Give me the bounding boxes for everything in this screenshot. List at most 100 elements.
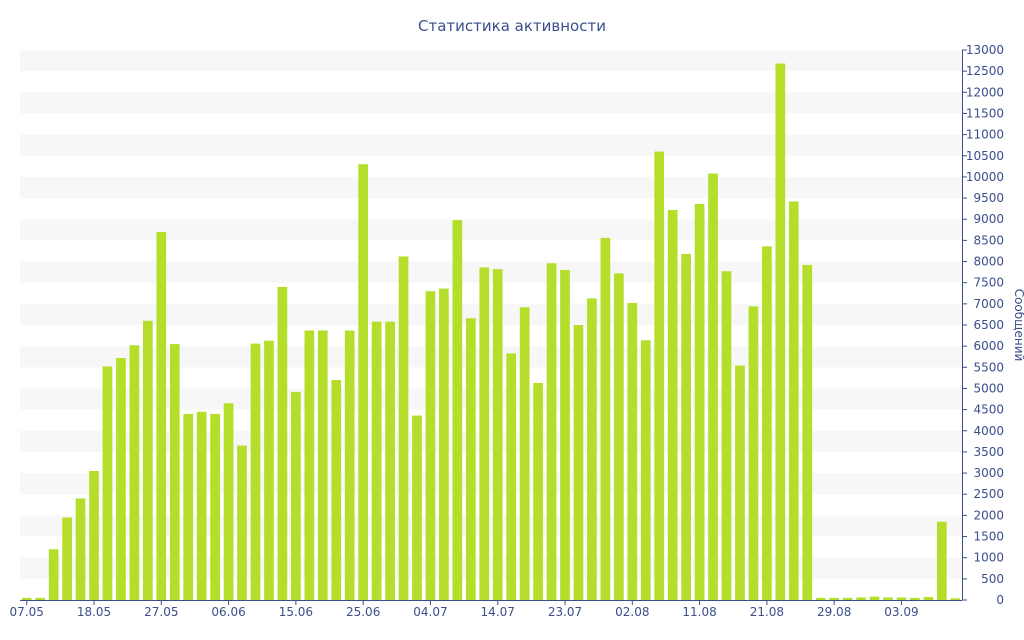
x-tick-label: 23.07 [548, 605, 582, 619]
x-tick-label: 02.08 [615, 605, 649, 619]
x-tick-label: 15.06 [279, 605, 313, 619]
bar [869, 596, 880, 600]
bar [600, 237, 611, 600]
bar [465, 318, 476, 600]
bar [479, 267, 490, 600]
bar [519, 307, 530, 600]
y-tick-label: 5000 [973, 381, 1004, 395]
bar [533, 382, 543, 600]
y-axis: 0 500 1000 1500 2000 2500 3000 3500 4000 4500 5000… [962, 43, 1004, 607]
bar [614, 273, 624, 600]
y-axis-title: Сообщений [1012, 289, 1024, 362]
y-tick-label: 500 [981, 572, 1004, 586]
grid-band [20, 92, 962, 114]
bar [842, 597, 853, 600]
y-tick-label: 3000 [973, 466, 1004, 480]
bar [640, 340, 651, 600]
bar [560, 270, 570, 600]
bar [506, 353, 517, 600]
y-tick-label: 8500 [973, 233, 1004, 247]
bar [587, 298, 597, 600]
y-tick-label: 10000 [966, 170, 1004, 184]
y-tick-label: 11500 [966, 106, 1004, 120]
bar [223, 403, 234, 600]
grid-band [20, 176, 962, 199]
bar [183, 413, 194, 600]
bar [802, 264, 813, 600]
bar [116, 358, 126, 600]
y-tick-label: 1500 [973, 530, 1004, 544]
bar [694, 204, 705, 600]
y-tick-label: 13000 [966, 43, 1004, 57]
y-tick-label: 4000 [973, 424, 1004, 438]
x-tick-label: 14.07 [481, 605, 515, 619]
bar [708, 173, 718, 601]
y-tick-label: 10500 [966, 149, 1004, 163]
y-tick-label: 7500 [973, 276, 1004, 290]
bar [156, 231, 167, 601]
y-tick-label: 9500 [973, 191, 1004, 205]
x-tick-label: 29.08 [817, 605, 851, 619]
chart-title: Статистика активности [418, 17, 606, 35]
bar [250, 343, 261, 600]
x-tick-label: 06.06 [211, 605, 245, 619]
bar [237, 445, 247, 600]
x-tick-label: 11.08 [682, 605, 716, 619]
bar [102, 366, 113, 600]
x-tick-label: 27.05 [144, 605, 178, 619]
x-tick-label: 18.05 [77, 605, 111, 619]
bar [573, 325, 584, 600]
bar [358, 164, 368, 601]
bar [35, 597, 46, 600]
bar [129, 345, 140, 600]
bar [291, 391, 301, 600]
grid-band [20, 134, 962, 156]
bar [385, 321, 395, 600]
bar [196, 411, 207, 600]
y-tick-label: 7000 [973, 297, 1004, 311]
y-tick-label: 3500 [973, 445, 1004, 459]
y-tick-label: 2000 [973, 508, 1004, 522]
bar [398, 256, 409, 600]
bar [667, 209, 678, 601]
bar [546, 263, 557, 600]
bar [735, 365, 745, 600]
y-tick-label: 4500 [973, 403, 1004, 417]
bar [48, 549, 59, 600]
bar [936, 521, 947, 600]
bar [344, 330, 355, 600]
y-tick-label: 12000 [966, 85, 1004, 99]
bar [277, 286, 288, 600]
y-tick-label: 8000 [973, 255, 1004, 269]
bar [896, 597, 907, 600]
x-tick-label: 25.06 [346, 605, 380, 619]
bar [21, 597, 32, 600]
bar [654, 151, 665, 601]
bar [681, 253, 691, 601]
x-tick-label: 21.08 [750, 605, 784, 619]
bar [210, 413, 220, 600]
x-tick-label: 03.09 [884, 605, 918, 619]
y-tick-label: 9000 [973, 212, 1004, 226]
bar [304, 330, 315, 600]
bar [748, 306, 759, 600]
bar [492, 269, 503, 600]
bar [452, 220, 463, 600]
bar [910, 597, 920, 600]
x-tick-label: 04.07 [413, 605, 447, 619]
grid-bands [20, 50, 962, 579]
bar [89, 470, 99, 600]
bar [75, 498, 86, 600]
bar [856, 597, 866, 600]
bar [425, 291, 436, 600]
y-tick-label: 0 [996, 593, 1004, 607]
bar [317, 330, 328, 600]
bar [788, 201, 799, 600]
bar [721, 271, 732, 600]
y-tick-label: 1000 [973, 551, 1004, 565]
y-tick-label: 6000 [973, 339, 1004, 353]
bar [883, 597, 893, 600]
x-axis: 07.05 18.05 27.05 06.06 15.06 25.06 04.07 14.07… [10, 600, 962, 619]
bar [627, 303, 638, 600]
